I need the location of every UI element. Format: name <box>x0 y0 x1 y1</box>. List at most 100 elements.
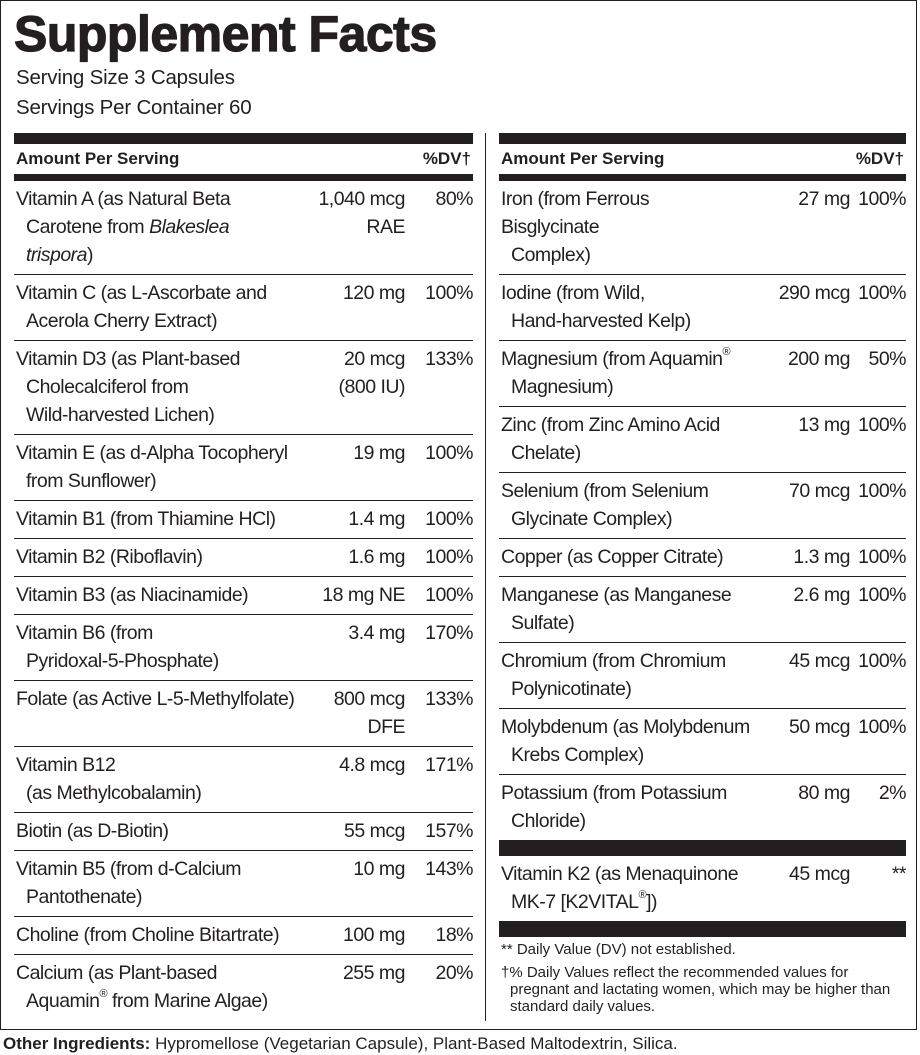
nutrient-row: Calcium (as Plant-based Aquamin® from Mar… <box>14 955 474 1020</box>
nutrient-amount: 290 mcg <box>778 282 851 304</box>
amount-per-serving-label: Amount Per Serving <box>16 149 180 168</box>
nutrient-name: Vitamin B12 (as Methylcobalamin) <box>16 754 202 804</box>
nutrient-row: Vitamin B1 (from Thiamine HCl) 1.4 mg 100% <box>14 501 474 539</box>
nutrient-amount: 10 mg <box>353 858 405 880</box>
header-bar <box>499 133 906 144</box>
nutrient-dv: 50% <box>868 348 906 370</box>
nutrient-name: Folate (as Active L-5-Methylfolate) <box>16 688 295 710</box>
section-bar <box>499 840 906 856</box>
nutrient-name: Manganese (as Manganese Sulfate) <box>501 584 732 634</box>
footnote-dv-note: †% Daily Values reflect the recommended … <box>501 964 891 1015</box>
nutrient-name: Chromium (from Chromium Polynicotinate) <box>501 650 726 700</box>
nutrient-amount: 1.4 mg <box>348 508 405 530</box>
nutrient-name: Vitamin E (as d-Alpha Tocopheryl from Sun… <box>16 442 288 492</box>
nutrient-name: Calcium (as Plant-based Aquamin® from Mar… <box>16 962 268 1012</box>
nutrient-amount: 80 mg <box>798 782 850 804</box>
amount-per-serving-label: Amount Per Serving <box>501 149 665 168</box>
nutrient-amount: 1.6 mg <box>348 546 405 568</box>
nutrient-row: Vitamin E (as d-Alpha Tocopheryl from Sun… <box>14 435 474 501</box>
right-column: Amount Per Serving %DV† Iron (from Ferro… <box>485 133 907 1021</box>
nutrient-name: Zinc (from Zinc Amino Acid Chelate) <box>501 414 720 464</box>
nutrient-row: Vitamin B3 (as Niacinamide) 18 mg NE 100% <box>14 577 474 615</box>
nutrient-row: Selenium (from Selenium Glycinate Complex… <box>499 473 907 539</box>
nutrient-dv: 100% <box>425 584 473 606</box>
header-rule <box>14 174 473 181</box>
nutrient-amount: 1,040 mcg RAE <box>318 188 405 238</box>
supplement-facts-panel: Supplement Facts Serving Size 3 Capsules… <box>0 0 917 1030</box>
nutrient-dv: 100% <box>858 414 906 436</box>
nutrient-dv: ** <box>891 863 907 885</box>
nutrient-dv: 133% <box>425 688 473 710</box>
nutrient-name: Vitamin B2 (Riboflavin) <box>16 546 203 568</box>
servings-per-container: Servings Per Container 60 <box>16 96 252 119</box>
nutrient-amount: 18 mg NE <box>322 584 405 606</box>
nutrient-row: Potassium (from Potassium Chloride) 80 mg 2… <box>499 775 907 840</box>
nutrient-name: Vitamin C (as L-Ascorbate and Acerola Che… <box>16 282 267 332</box>
nutrient-row: Copper (as Copper Citrate) 1.3 mg 100% <box>499 539 907 577</box>
nutrient-dv: 100% <box>425 282 473 304</box>
nutrient-dv: 143% <box>425 858 473 880</box>
nutrient-table-extra: Vitamin K2 (as Menaquinone MK-7 [K2VITAL®… <box>499 856 907 921</box>
nutrient-name: Iron (from Ferrous Bisglycinate Complex) <box>501 188 650 266</box>
nutrient-amount: 2.6 mg <box>793 584 850 606</box>
nutrient-amount: 3.4 mg <box>348 622 405 644</box>
dv-label: %DV† <box>855 149 904 168</box>
nutrient-row: Iodine (from Wild, Hand-harvested Kelp) 29… <box>499 275 907 341</box>
nutrient-row: Vitamin C (as L-Ascorbate and Acerola Che… <box>14 275 474 341</box>
other-ingredients-text: Hypromellose (Vegetarian Capsule), Plant… <box>150 1034 678 1053</box>
nutrient-amount: 200 mg <box>787 348 851 370</box>
nutrient-name: Selenium (from Selenium Glycinate Complex… <box>501 480 709 530</box>
nutrient-row: Folate (as Active L-5-Methylfolate) 800 m… <box>14 681 474 747</box>
nutrient-amount: 55 mcg <box>344 820 405 842</box>
column-header: Amount Per Serving %DV† <box>499 144 906 174</box>
other-ingredients: Other Ingredients: Hypromellose (Vegetar… <box>3 1033 920 1055</box>
nutrient-amount: 120 mg <box>342 282 406 304</box>
nutrient-dv: 170% <box>425 622 473 644</box>
nutrient-columns: Amount Per Serving %DV† Vitamin A (as Na… <box>1 133 916 1021</box>
nutrient-dv: 171% <box>425 754 473 776</box>
other-ingredients-label: Other Ingredients: <box>3 1034 151 1053</box>
nutrient-amount: 45 mcg <box>789 650 850 672</box>
nutrient-dv: 100% <box>858 650 906 672</box>
nutrient-name: Vitamin D3 (as Plant-based Cholecalcifero… <box>16 348 241 426</box>
dv-label: %DV† <box>422 149 471 168</box>
nutrient-name: Copper (as Copper Citrate) <box>501 546 724 568</box>
nutrient-row: Iron (from Ferrous Bisglycinate Complex) 2… <box>499 181 907 275</box>
nutrient-amount: 50 mcg <box>789 716 850 738</box>
nutrient-table-left: Vitamin A (as Natural Beta Carotene from … <box>14 181 474 1020</box>
nutrient-row: Zinc (from Zinc Amino Acid Chelate) 13 mg 1… <box>499 407 907 473</box>
nutrient-row: Choline (from Choline Bitartrate) 100 mg 1… <box>14 917 474 955</box>
nutrient-name: Magnesium (from Aquamin® Magnesium) <box>501 346 731 398</box>
header-rule <box>499 174 906 181</box>
nutrient-row: Vitamin B6 (from Pyridoxal-5-Phosphate) 3.… <box>14 615 474 681</box>
nutrient-name: Vitamin B5 (from d-Calcium Pantothenate) <box>16 858 242 908</box>
header-bar <box>14 133 473 144</box>
nutrient-row: Vitamin B5 (from d-Calcium Pantothenate) 1… <box>14 851 474 917</box>
section-bar <box>499 921 906 937</box>
nutrient-name: Biotin (as D-Biotin) <box>16 820 169 842</box>
nutrient-dv: 2% <box>878 782 907 804</box>
nutrient-row: Vitamin A (as Natural Beta Carotene from … <box>14 181 474 275</box>
nutrient-dv: 157% <box>425 820 473 842</box>
nutrient-amount: 19 mg <box>353 442 405 464</box>
nutrient-row: Vitamin B12 (as Methylcobalamin) 4.8 mcg 17… <box>14 747 474 813</box>
nutrient-dv: 133% <box>425 348 473 370</box>
nutrient-amount: 70 mcg <box>789 480 850 502</box>
nutrient-dv: 100% <box>425 442 473 464</box>
nutrient-amount: 20 mcg (800 IU) <box>338 348 406 398</box>
nutrient-amount: 800 mcg DFE <box>333 688 406 738</box>
nutrient-row: Manganese (as Manganese Sulfate) 2.6 mg 100… <box>499 577 907 643</box>
nutrient-name: Choline (from Choline Bitartrate) <box>16 924 280 946</box>
nutrient-name: Potassium (from Potassium Chloride) <box>501 782 727 832</box>
nutrient-name: Vitamin B6 (from Pyridoxal-5-Phosphate) <box>16 622 219 672</box>
nutrient-dv: 80% <box>435 188 473 210</box>
nutrient-dv: 100% <box>858 480 906 502</box>
nutrient-name: Vitamin A (as Natural Beta Carotene from … <box>16 188 231 266</box>
nutrient-amount: 45 mcg <box>789 863 850 885</box>
nutrient-row: Biotin (as D-Biotin) 55 mcg 157% <box>14 813 474 851</box>
nutrient-dv: 18% <box>435 924 473 946</box>
nutrient-amount: 27 mg <box>798 188 850 210</box>
nutrient-amount: 100 mg <box>342 924 406 946</box>
nutrient-row: Vitamin K2 (as Menaquinone MK-7 [K2VITAL®… <box>499 856 907 921</box>
nutrient-row: Chromium (from Chromium Polynicotinate) 45… <box>499 643 907 709</box>
